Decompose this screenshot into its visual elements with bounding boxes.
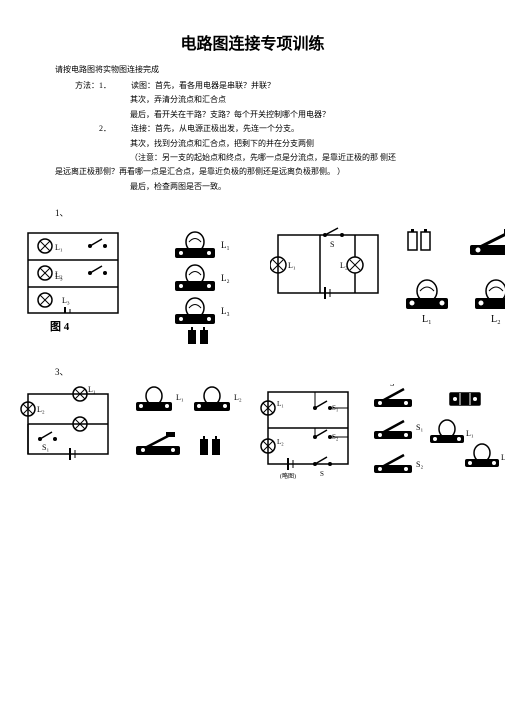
- physical-1-svg: L₁ L₂ L₃: [140, 225, 260, 345]
- note1: 是远离正极那侧？再看哪一点是汇合点，是靠近负极的那侧还是远离负极那侧。 ）: [55, 165, 485, 179]
- svg-text:L₁: L₁: [422, 314, 432, 325]
- exercise-1-label: 1、: [55, 206, 485, 219]
- svg-text:L₁: L₁: [221, 240, 230, 250]
- schematic-3: L₁ L₂ S₁: [20, 384, 120, 484]
- schematic-3-svg: L₁ L₂ S₁: [20, 384, 120, 474]
- svg-text:L₂: L₂: [221, 273, 230, 283]
- svg-text:(略图): (略图): [280, 472, 296, 479]
- page: 电路图连接专项训练 请按电路图将实物图连接完成 方法：1． 读图：首先，看各用电器…: [0, 0, 505, 534]
- method-step2c: （注意：另一支的起始点和终点，先哪一点是分流点，是靠近正极的那 侧还: [130, 151, 485, 165]
- svg-text:L₂: L₂: [340, 261, 348, 270]
- physical-1: L₁ L₂ L₃: [140, 225, 260, 345]
- svg-text:S₂: S₂: [416, 460, 423, 469]
- svg-text:L₁: L₁: [176, 393, 184, 402]
- svg-text:S: S: [390, 384, 394, 388]
- method-step2a: 方法：2．连接：首先，从电源正极出发，先连一个分支。: [75, 122, 485, 136]
- svg-text:L₂: L₂: [277, 438, 284, 446]
- method-label: 方法：: [75, 81, 99, 90]
- method-step1b: 其次，弄清分流点和汇合点: [130, 93, 485, 107]
- exercise-row-1: L₁ L₂ L₃ L₃ 图 4: [20, 225, 485, 345]
- step2-label: 2．: [99, 124, 111, 133]
- physical-2-svg: L₁ L₂: [400, 225, 505, 325]
- svg-text:L₂: L₂: [491, 314, 501, 325]
- physical-3-svg: L₁ L₂: [130, 384, 250, 474]
- intro-text: 请按电路图将实物图连接完成: [55, 64, 485, 75]
- physical-2: L₁ L₂: [400, 225, 505, 345]
- svg-text:L₃: L₃: [55, 272, 63, 281]
- schematic-2-svg: S L₁ L₂: [270, 225, 390, 315]
- physical-4-svg: S S₁: [370, 384, 505, 484]
- svg-text:图 4: 图 4: [50, 320, 70, 333]
- svg-text:S: S: [320, 470, 324, 478]
- schematic-1: L₁ L₂ L₃ L₃ 图 4: [20, 225, 130, 345]
- svg-text:L₁: L₁: [466, 429, 474, 438]
- step1-label: 1．: [99, 81, 111, 90]
- svg-text:S: S: [330, 240, 334, 249]
- svg-text:L₁: L₁: [55, 243, 63, 252]
- svg-text:S₁: S₁: [42, 443, 49, 452]
- physical-3: L₁ L₂: [130, 384, 250, 484]
- svg-text:L₂: L₂: [501, 453, 505, 462]
- svg-text:L₁: L₁: [88, 385, 96, 394]
- svg-text:L₂: L₂: [234, 393, 242, 402]
- svg-text:L₂: L₂: [37, 405, 45, 414]
- svg-text:L₃: L₃: [62, 296, 70, 305]
- schematic-4: L₁ S₁ L₂ S₂ S: [260, 384, 360, 484]
- page-title: 电路图连接专项训练: [20, 30, 485, 54]
- step1a-text: 读图：首先，看各用电器是串联？并联？: [131, 81, 275, 90]
- exercise-3-label: 3、: [55, 365, 485, 378]
- physical-4: S S₁: [370, 384, 505, 484]
- exercise-row-2: L₁ L₂ S₁: [20, 384, 485, 484]
- schematic-2: S L₁ L₂: [270, 225, 390, 345]
- svg-text:L₃: L₃: [221, 306, 230, 316]
- svg-text:L₁: L₁: [288, 261, 296, 270]
- schematic-4-svg: L₁ S₁ L₂ S₂ S: [260, 384, 360, 479]
- svg-text:S₁: S₁: [416, 423, 423, 432]
- method-step1c: 最后，看开关在干路？支路？每个开关控制哪个用电器？: [130, 108, 485, 122]
- method-step1a: 方法：1． 读图：首先，看各用电器是串联？并联？: [75, 79, 485, 93]
- svg-text:L₁: L₁: [277, 400, 284, 408]
- method-step2d: 最后，检查两图是否一致。: [130, 180, 485, 194]
- schematic-1-svg: L₁ L₂ L₃ L₃ 图 4: [20, 225, 130, 335]
- method-step2b: 其次，找到分流点和汇合点，把剩下的并在分支两侧: [130, 137, 485, 151]
- step2a-text: 连接：首先，从电源正极出发，先连一个分支。: [131, 124, 299, 133]
